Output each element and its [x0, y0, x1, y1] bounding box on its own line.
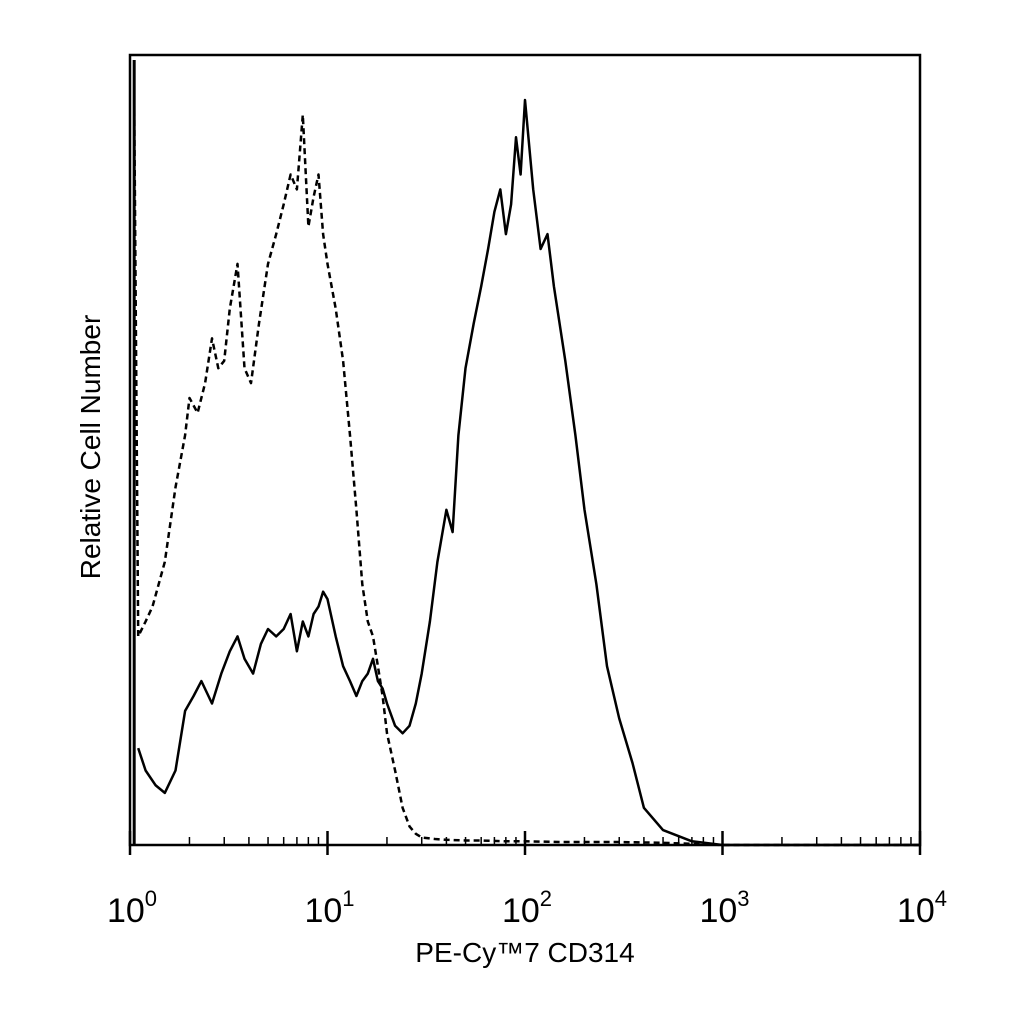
x-tick-label: 100: [107, 886, 157, 930]
x-tick-label: 101: [304, 886, 354, 930]
x-axis-tick-labels: 100 101 102 103 104: [107, 886, 947, 930]
x-tick-label: 102: [502, 886, 552, 930]
x-tick-label: 103: [699, 886, 749, 930]
series-line-solid: [137, 98, 920, 847]
x-tick-label: 104: [897, 886, 947, 930]
x-axis-label: PE-Cy™7 CD314: [415, 937, 634, 968]
y-axis-label: Relative Cell Number: [75, 315, 106, 580]
series-layer: [132, 60, 920, 847]
series-line-dashed: [132, 99, 920, 847]
plot-area: [128, 53, 922, 847]
